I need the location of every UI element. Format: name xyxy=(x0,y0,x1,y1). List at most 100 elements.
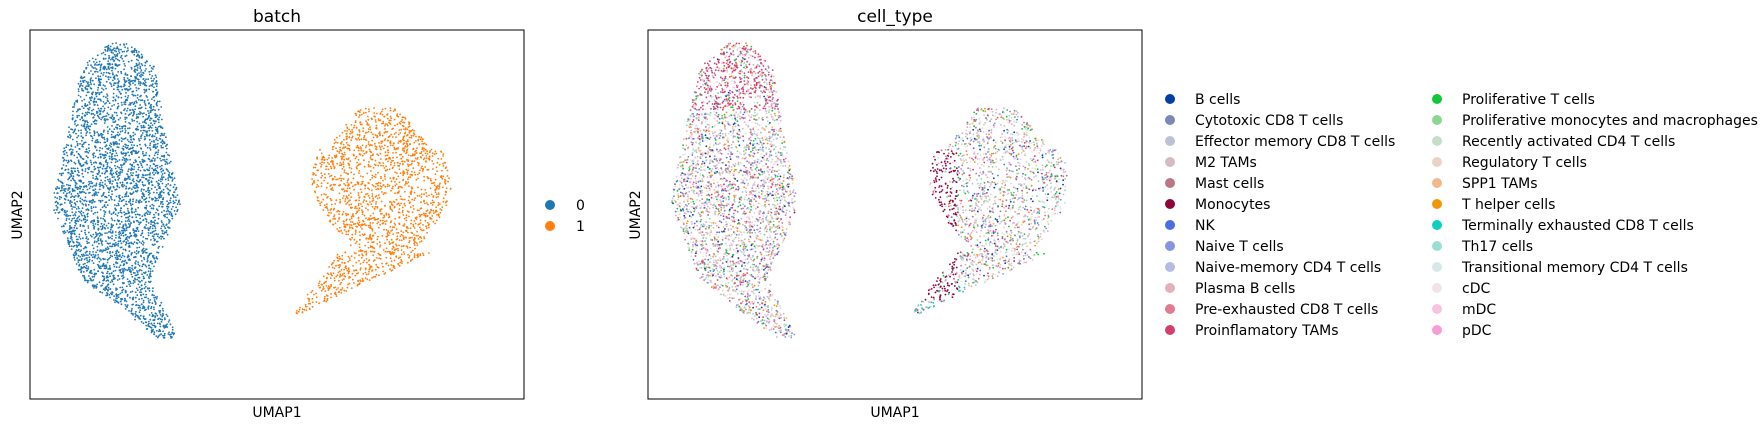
scatter-point xyxy=(100,100,102,102)
scatter-point xyxy=(144,70,147,72)
scatter-point xyxy=(72,172,74,175)
scatter-point xyxy=(149,104,152,107)
scatter-point xyxy=(116,82,119,84)
scatter-point xyxy=(335,275,338,278)
scatter-point xyxy=(167,153,169,156)
scatter-point xyxy=(130,204,133,207)
scatter-point xyxy=(72,110,74,113)
scatter-point xyxy=(109,180,112,182)
scatter-point xyxy=(155,297,158,300)
scatter-point xyxy=(144,184,147,187)
scatter-point xyxy=(315,163,318,166)
scatter-point xyxy=(91,182,94,184)
scatter-point xyxy=(129,104,132,106)
scatter-point xyxy=(66,230,69,232)
scatter-point xyxy=(132,186,135,189)
scatter-point xyxy=(357,163,360,166)
scatter-point xyxy=(125,191,128,194)
scatter-point xyxy=(381,212,383,215)
scatter-point xyxy=(94,67,96,69)
scatter-point xyxy=(382,219,384,222)
scatter-point xyxy=(107,60,110,63)
scatter-point xyxy=(103,213,106,216)
scatter-point xyxy=(71,232,74,235)
scatter-point xyxy=(72,230,74,233)
scatter-point xyxy=(379,112,382,115)
scatter-point xyxy=(160,196,162,199)
scatter-point xyxy=(101,133,104,136)
scatter-point xyxy=(149,165,152,167)
scatter-point xyxy=(420,207,423,210)
scatter-point xyxy=(311,305,314,308)
scatter-point xyxy=(323,173,326,176)
scatter-point xyxy=(369,233,372,236)
scatter-point xyxy=(140,57,143,59)
scatter-point xyxy=(432,220,435,223)
scatter-point xyxy=(117,293,120,296)
scatter-point xyxy=(399,123,402,125)
scatter-point xyxy=(157,184,160,187)
scatter-point xyxy=(106,152,109,155)
scatter-point xyxy=(325,168,327,171)
scatter-point xyxy=(166,326,169,328)
scatter-point xyxy=(403,139,405,142)
scatter-point xyxy=(92,206,95,209)
scatter-point xyxy=(136,125,139,128)
scatter-point xyxy=(163,159,166,161)
scatter-point xyxy=(107,286,110,289)
scatter-point xyxy=(350,207,352,210)
scatter-point xyxy=(57,178,59,181)
scatter-point xyxy=(143,296,146,299)
scatter-point xyxy=(81,139,83,142)
scatter-point xyxy=(401,262,403,265)
scatter-point xyxy=(399,172,402,175)
scatter-point xyxy=(384,124,386,127)
scatter-point xyxy=(362,130,364,133)
scatter-point xyxy=(336,162,339,165)
scatter-point xyxy=(127,114,130,117)
scatter-point xyxy=(358,170,361,172)
scatter-point xyxy=(416,254,419,257)
scatter-point xyxy=(111,42,114,45)
scatter-point xyxy=(404,116,406,119)
scatter-point xyxy=(358,243,361,246)
scatter-point xyxy=(130,241,133,244)
scatter-point xyxy=(323,193,326,196)
scatter-point xyxy=(153,306,155,309)
scatter-point xyxy=(116,106,119,108)
scatter-point xyxy=(341,232,344,235)
scatter-point xyxy=(102,258,105,261)
scatter-point xyxy=(374,275,377,278)
scatter-point xyxy=(431,168,434,170)
scatter-point xyxy=(134,291,137,294)
scatter-point xyxy=(98,60,101,63)
scatter-point xyxy=(131,211,134,214)
scatter-point xyxy=(110,83,112,85)
scatter-point xyxy=(67,214,70,217)
scatter-point xyxy=(70,236,73,239)
scatter-point xyxy=(171,328,174,331)
scatter-point xyxy=(147,256,149,258)
scatter-point xyxy=(132,90,135,93)
scatter-point xyxy=(103,275,105,278)
scatter-point xyxy=(111,280,114,283)
scatter-point xyxy=(410,136,413,139)
scatter-point xyxy=(111,69,113,72)
scatter-point xyxy=(381,134,384,137)
scatter-point xyxy=(403,150,405,153)
scatter-point xyxy=(86,259,88,261)
scatter-point xyxy=(367,241,370,244)
scatter-point xyxy=(365,252,368,255)
scatter-point xyxy=(149,272,152,275)
scatter-point xyxy=(134,105,137,108)
scatter-point xyxy=(114,301,116,304)
scatter-point xyxy=(152,328,155,331)
scatter-point xyxy=(73,217,76,220)
scatter-point xyxy=(408,121,410,123)
scatter-point xyxy=(347,200,350,203)
scatter-point xyxy=(347,283,349,286)
scatter-point xyxy=(434,150,437,153)
scatter-point xyxy=(92,279,95,281)
scatter-point xyxy=(339,257,342,260)
scatter-point xyxy=(358,129,361,132)
